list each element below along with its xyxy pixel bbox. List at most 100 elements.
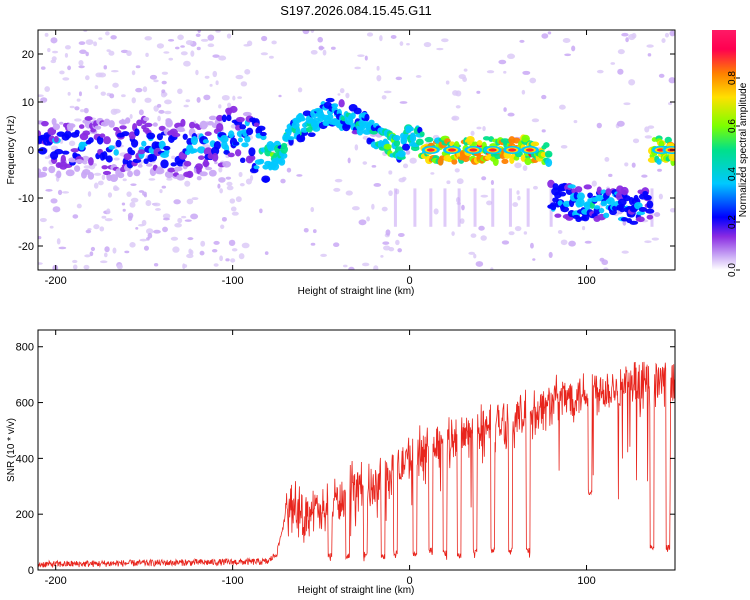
y-tick-label: 20 — [22, 49, 34, 61]
spectrogram-ridge-cell — [285, 128, 292, 137]
spectrogram-noise-cell — [658, 73, 665, 78]
spectrogram-noise-cell — [385, 229, 391, 236]
spectrogram-noise-cell — [95, 72, 103, 78]
x-tick-label: -100 — [222, 575, 244, 587]
spectrogram-noise-cell — [72, 259, 78, 264]
spectrogram-noise-cell — [137, 164, 143, 168]
spectrogram-noise-cell — [161, 71, 169, 75]
spectrogram-ridge-cell — [121, 131, 130, 137]
x-tick-label: 100 — [577, 275, 595, 287]
spectrogram-noise-cell — [83, 107, 89, 114]
spectrogram-ridge-cell — [557, 200, 563, 206]
spectrogram-ridge-cell — [407, 126, 414, 132]
spectrogram-ridge-cell — [583, 184, 592, 190]
spectrogram-noise-cell — [470, 130, 475, 136]
spectrogram-noise-cell — [406, 43, 410, 46]
spectrogram-noise-cell — [631, 32, 637, 39]
spectrogram-ridge-cell — [59, 161, 68, 170]
spectrogram-ridge-cell — [96, 135, 104, 145]
spectrogram-noise-cell — [381, 95, 387, 100]
spectrogram-noise-cell — [64, 53, 69, 58]
spectrogram-noise-cell — [541, 94, 547, 100]
spectrogram-noise-cell — [163, 92, 168, 97]
spectrogram-noise-cell — [183, 60, 191, 67]
spectrogram-ridge-cell — [242, 111, 252, 117]
spectrogram-ridge-cell — [221, 114, 227, 123]
spectrogram-ridge-cell — [103, 136, 111, 145]
spectrogram-ridge-cell — [237, 137, 243, 143]
x-tick-label: 0 — [407, 275, 413, 287]
spectrogram-noise-cell — [562, 37, 571, 44]
spectrogram-noise-cell — [205, 166, 213, 171]
spectrogram-noise-cell — [171, 155, 176, 160]
spectrogram-noise-cell — [101, 174, 106, 181]
spectrogram-ridge-cell — [190, 136, 199, 146]
spectrogram-noise-cell — [523, 231, 528, 235]
spectrogram-ridge-cell — [623, 195, 631, 202]
spectrogram-noise-cell — [231, 248, 238, 252]
spectrogram-noise-cell — [463, 68, 468, 72]
spectrogram-noise-cell — [227, 102, 232, 108]
spectrogram-ridge-cell — [133, 169, 141, 177]
spectrogram-ridge-cell — [54, 148, 64, 155]
spectrogram-noise-cell — [110, 69, 119, 73]
spectrogram-ridge-cell — [105, 155, 113, 163]
spectrogram-ridge-cell — [52, 123, 61, 131]
spectrogram-noise-cell — [516, 190, 520, 195]
spectrogram-ridge-cell — [148, 153, 158, 162]
spectrogram-streak — [413, 188, 417, 227]
spectrogram-noise-cell — [455, 105, 461, 109]
spectrogram-ridge-cell — [656, 158, 662, 165]
spectrogram-ridge-cell — [246, 127, 254, 136]
spectrogram-noise-cell — [482, 125, 486, 132]
spectrogram-noise-cell — [116, 263, 123, 270]
spectrogram-noise-cell — [531, 118, 540, 123]
spectrogram-noise-cell — [470, 233, 477, 238]
x-tick-label: -200 — [45, 575, 67, 587]
spectrogram-noise-cell — [109, 93, 115, 99]
spectrogram-noise-cell — [501, 240, 510, 245]
spectrogram-ridge-cell — [492, 157, 499, 167]
y-tick-label: -20 — [18, 241, 34, 253]
spectrogram-noise-cell — [62, 77, 70, 81]
spectrogram-noise-cell — [383, 90, 392, 94]
spectrogram-noise-cell — [108, 50, 115, 56]
spectrogram-noise-cell — [651, 237, 660, 241]
spectrogram-noise-cell — [200, 38, 209, 42]
spectrogram-noise-cell — [157, 115, 161, 122]
spectrogram-noise-cell — [388, 190, 393, 197]
spectrogram-noise-cell — [312, 229, 317, 234]
spectrogram-noise-cell — [107, 192, 113, 198]
spectrogram-noise-cell — [560, 239, 568, 246]
spectrogram-noise-cell — [302, 30, 310, 35]
spectrogram-ridge-cell — [101, 151, 108, 160]
spectrogram-noise-cell — [213, 240, 220, 245]
spectrogram-ridge-cell — [524, 157, 532, 166]
spectrogram-noise-cell — [62, 191, 70, 194]
spectrogram-noise-cell — [621, 250, 629, 254]
spectrogram-ridge-cell — [501, 158, 509, 164]
spectrogram-ridge-cell — [183, 160, 192, 167]
spectrogram-ridge-cell — [143, 116, 150, 122]
spectrogram-noise-cell — [81, 155, 90, 162]
spectrogram-ridge-cell — [74, 165, 81, 172]
spectrogram-noise-cell — [230, 206, 237, 212]
spectrogram-noise-cell — [207, 34, 215, 41]
spectrogram-noise-cell — [130, 183, 137, 186]
spectrogram-ridge-cell — [629, 220, 639, 225]
spectrogram-noise-cell — [490, 180, 495, 186]
spectrogram-noise-cell — [40, 97, 48, 103]
spectrogram-noise-cell — [628, 79, 636, 86]
spectrogram-noise-cell — [280, 178, 286, 184]
spectrogram-noise-cell — [232, 95, 236, 101]
spectrogram-ridge-cell — [202, 160, 210, 167]
spectrogram-ridge-cell — [325, 97, 335, 103]
spectrogram-ridge-cell — [638, 206, 648, 213]
spectrogram-ridge-cell — [574, 186, 583, 193]
spectrogram-noise-cell — [38, 236, 42, 240]
spectrogram-noise-cell — [261, 35, 268, 42]
spectrogram-noise-cell — [517, 195, 521, 201]
spectrogram-ridge-cell — [409, 133, 417, 143]
spectrogram-ridge-cell — [65, 169, 75, 177]
